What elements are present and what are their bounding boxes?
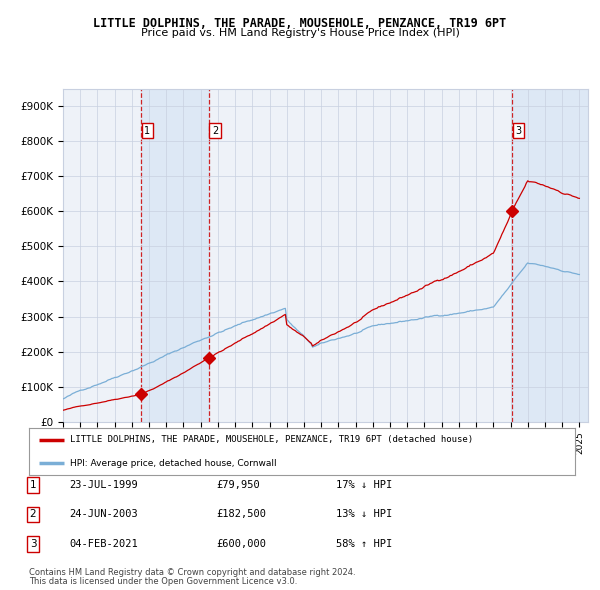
- Bar: [512, 88, 588, 422]
- Text: 2: 2: [212, 126, 218, 136]
- Text: 1: 1: [29, 480, 37, 490]
- Text: 04-FEB-2021: 04-FEB-2021: [69, 539, 138, 549]
- Text: 2: 2: [29, 510, 37, 519]
- Text: 24-JUN-2003: 24-JUN-2003: [69, 510, 138, 519]
- Text: 23-JUL-1999: 23-JUL-1999: [69, 480, 138, 490]
- Text: This data is licensed under the Open Government Licence v3.0.: This data is licensed under the Open Gov…: [29, 576, 297, 586]
- Text: £79,950: £79,950: [216, 480, 260, 490]
- Text: Price paid vs. HM Land Registry's House Price Index (HPI): Price paid vs. HM Land Registry's House …: [140, 28, 460, 38]
- Text: LITTLE DOLPHINS, THE PARADE, MOUSEHOLE, PENZANCE, TR19 6PT: LITTLE DOLPHINS, THE PARADE, MOUSEHOLE, …: [94, 17, 506, 30]
- Text: £600,000: £600,000: [216, 539, 266, 549]
- Text: 58% ↑ HPI: 58% ↑ HPI: [336, 539, 392, 549]
- Text: 1: 1: [144, 126, 151, 136]
- Text: 3: 3: [515, 126, 521, 136]
- Text: 3: 3: [29, 539, 37, 549]
- Text: LITTLE DOLPHINS, THE PARADE, MOUSEHOLE, PENZANCE, TR19 6PT (detached house): LITTLE DOLPHINS, THE PARADE, MOUSEHOLE, …: [70, 435, 473, 444]
- Text: 13% ↓ HPI: 13% ↓ HPI: [336, 510, 392, 519]
- Text: Contains HM Land Registry data © Crown copyright and database right 2024.: Contains HM Land Registry data © Crown c…: [29, 568, 355, 577]
- Text: £182,500: £182,500: [216, 510, 266, 519]
- Text: HPI: Average price, detached house, Cornwall: HPI: Average price, detached house, Corn…: [70, 458, 277, 468]
- Bar: [142, 88, 209, 422]
- Text: 17% ↓ HPI: 17% ↓ HPI: [336, 480, 392, 490]
